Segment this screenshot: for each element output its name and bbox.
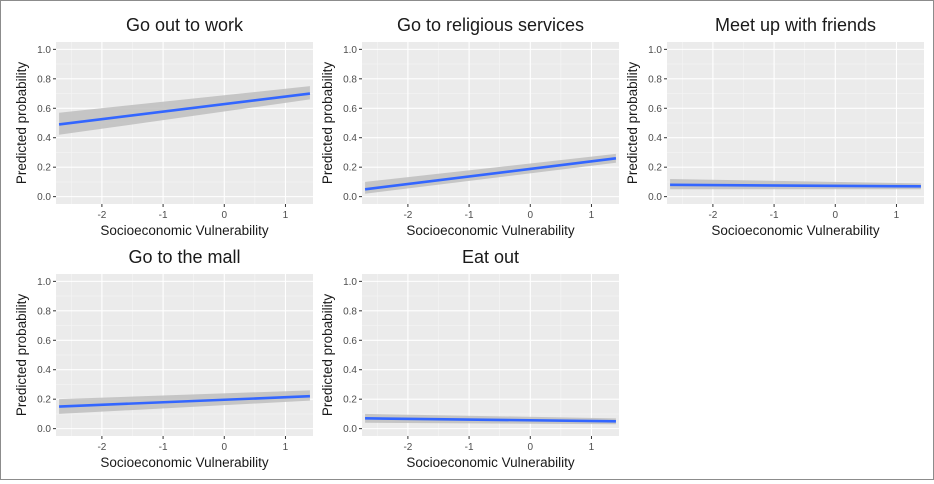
- x-tick-label: 1: [589, 210, 595, 221]
- y-tick-label: 0.0: [343, 424, 357, 435]
- y-axis-title: Predicted probability: [14, 62, 29, 185]
- y-tick-label: 0.0: [37, 192, 51, 203]
- y-tick-label: 0.2: [343, 163, 357, 174]
- y-tick-label: 0.8: [37, 306, 51, 317]
- y-tick-label: 0.6: [37, 104, 51, 115]
- y-tick-label: 0.8: [343, 74, 357, 85]
- x-axis-title: Socioeconomic Vulnerability: [406, 455, 575, 470]
- x-tick-label: -2: [97, 442, 106, 453]
- x-tick-label: -1: [159, 442, 168, 453]
- chart-title: Go to religious services: [397, 15, 584, 35]
- x-axis-title: Socioeconomic Vulnerability: [711, 223, 880, 238]
- fitted-line: [364, 157, 617, 191]
- fitted-line: [59, 394, 310, 408]
- x-tick-label: 0: [832, 210, 838, 221]
- x-tick-label: -2: [97, 210, 106, 221]
- y-tick-label: 0.4: [343, 365, 357, 376]
- fitted-line: [670, 183, 921, 188]
- x-tick-label: 1: [589, 442, 595, 453]
- facet-panel: 0.0 0.2 0.4 0.6 0.8 1.0 -2 -1 0 1 Eat out Socioecon…: [320, 247, 619, 470]
- x-tick-label: -1: [465, 442, 474, 453]
- y-tick-label: 0.4: [37, 133, 51, 144]
- facet-panel: 0.0 0.2 0.4 0.6 0.8 1.0 -2 -1 0 1 Go to the mall So…: [14, 247, 313, 470]
- y-axis-title: Predicted probability: [625, 62, 640, 185]
- y-tick-label: 1.0: [343, 45, 357, 56]
- x-tick-label: 0: [221, 442, 227, 453]
- y-tick-label: 0.2: [343, 395, 357, 406]
- chart-title: Go to the mall: [128, 247, 240, 267]
- x-tick-label: 0: [527, 210, 533, 221]
- y-tick-label: 0.6: [343, 336, 357, 347]
- y-tick-label: 0.2: [648, 163, 662, 174]
- x-tick-label: 0: [221, 210, 227, 221]
- chart-title: Meet up with friends: [715, 15, 876, 35]
- y-tick-label: 0.4: [343, 133, 357, 144]
- y-tick-label: 0.6: [343, 104, 357, 115]
- y-tick-label: 0.8: [343, 306, 357, 317]
- x-tick-label: 1: [283, 442, 289, 453]
- y-axis-title: Predicted probability: [320, 62, 335, 185]
- chart-title: Eat out: [462, 247, 519, 267]
- y-tick-label: 0.8: [648, 74, 662, 85]
- x-tick-label: -1: [770, 210, 779, 221]
- x-tick-label: -1: [159, 210, 168, 221]
- facet-panel: 0.0 0.2 0.4 0.6 0.8 1.0 -2 -1 0 1 Meet up with fri…: [625, 15, 924, 238]
- y-tick-label: 0.4: [648, 133, 662, 144]
- x-tick-label: -1: [465, 210, 474, 221]
- x-axis-title: Socioeconomic Vulnerability: [100, 223, 269, 238]
- y-tick-label: 0.4: [37, 365, 51, 376]
- confidence-band: [59, 86, 310, 135]
- fitted-line: [365, 417, 616, 423]
- x-tick-label: -2: [403, 210, 412, 221]
- y-tick-label: 1.0: [343, 277, 357, 288]
- x-tick-label: 1: [283, 210, 289, 221]
- x-tick-label: 1: [894, 210, 900, 221]
- x-axis-title: Socioeconomic Vulnerability: [100, 455, 269, 470]
- x-axis-title: Socioeconomic Vulnerability: [406, 223, 575, 238]
- fitted-line: [58, 92, 311, 126]
- y-tick-label: 0.0: [648, 192, 662, 203]
- x-tick-label: -2: [403, 442, 412, 453]
- y-tick-label: 1.0: [37, 45, 51, 56]
- y-tick-label: 1.0: [37, 277, 51, 288]
- y-tick-label: 0.0: [37, 424, 51, 435]
- y-tick-label: 0.6: [37, 336, 51, 347]
- chart-title: Go out to work: [126, 15, 244, 35]
- y-axis-title: Predicted probability: [14, 294, 29, 417]
- y-tick-label: 0.2: [37, 395, 51, 406]
- facet-panel: 0.0 0.2 0.4 0.6 0.8 1.0 -2 -1 0 1 Go to religious …: [320, 15, 619, 238]
- y-tick-label: 0.6: [648, 104, 662, 115]
- x-tick-label: -2: [708, 210, 717, 221]
- y-tick-label: 0.0: [343, 192, 357, 203]
- y-tick-label: 0.2: [37, 163, 51, 174]
- facet-panel: 0.0 0.2 0.4 0.6 0.8 1.0 -2 -1 0 1 Go out to work So…: [14, 15, 313, 238]
- y-tick-label: 0.8: [37, 74, 51, 85]
- y-axis-title: Predicted probability: [320, 294, 335, 417]
- y-tick-label: 1.0: [648, 45, 662, 56]
- x-tick-label: 0: [527, 442, 533, 453]
